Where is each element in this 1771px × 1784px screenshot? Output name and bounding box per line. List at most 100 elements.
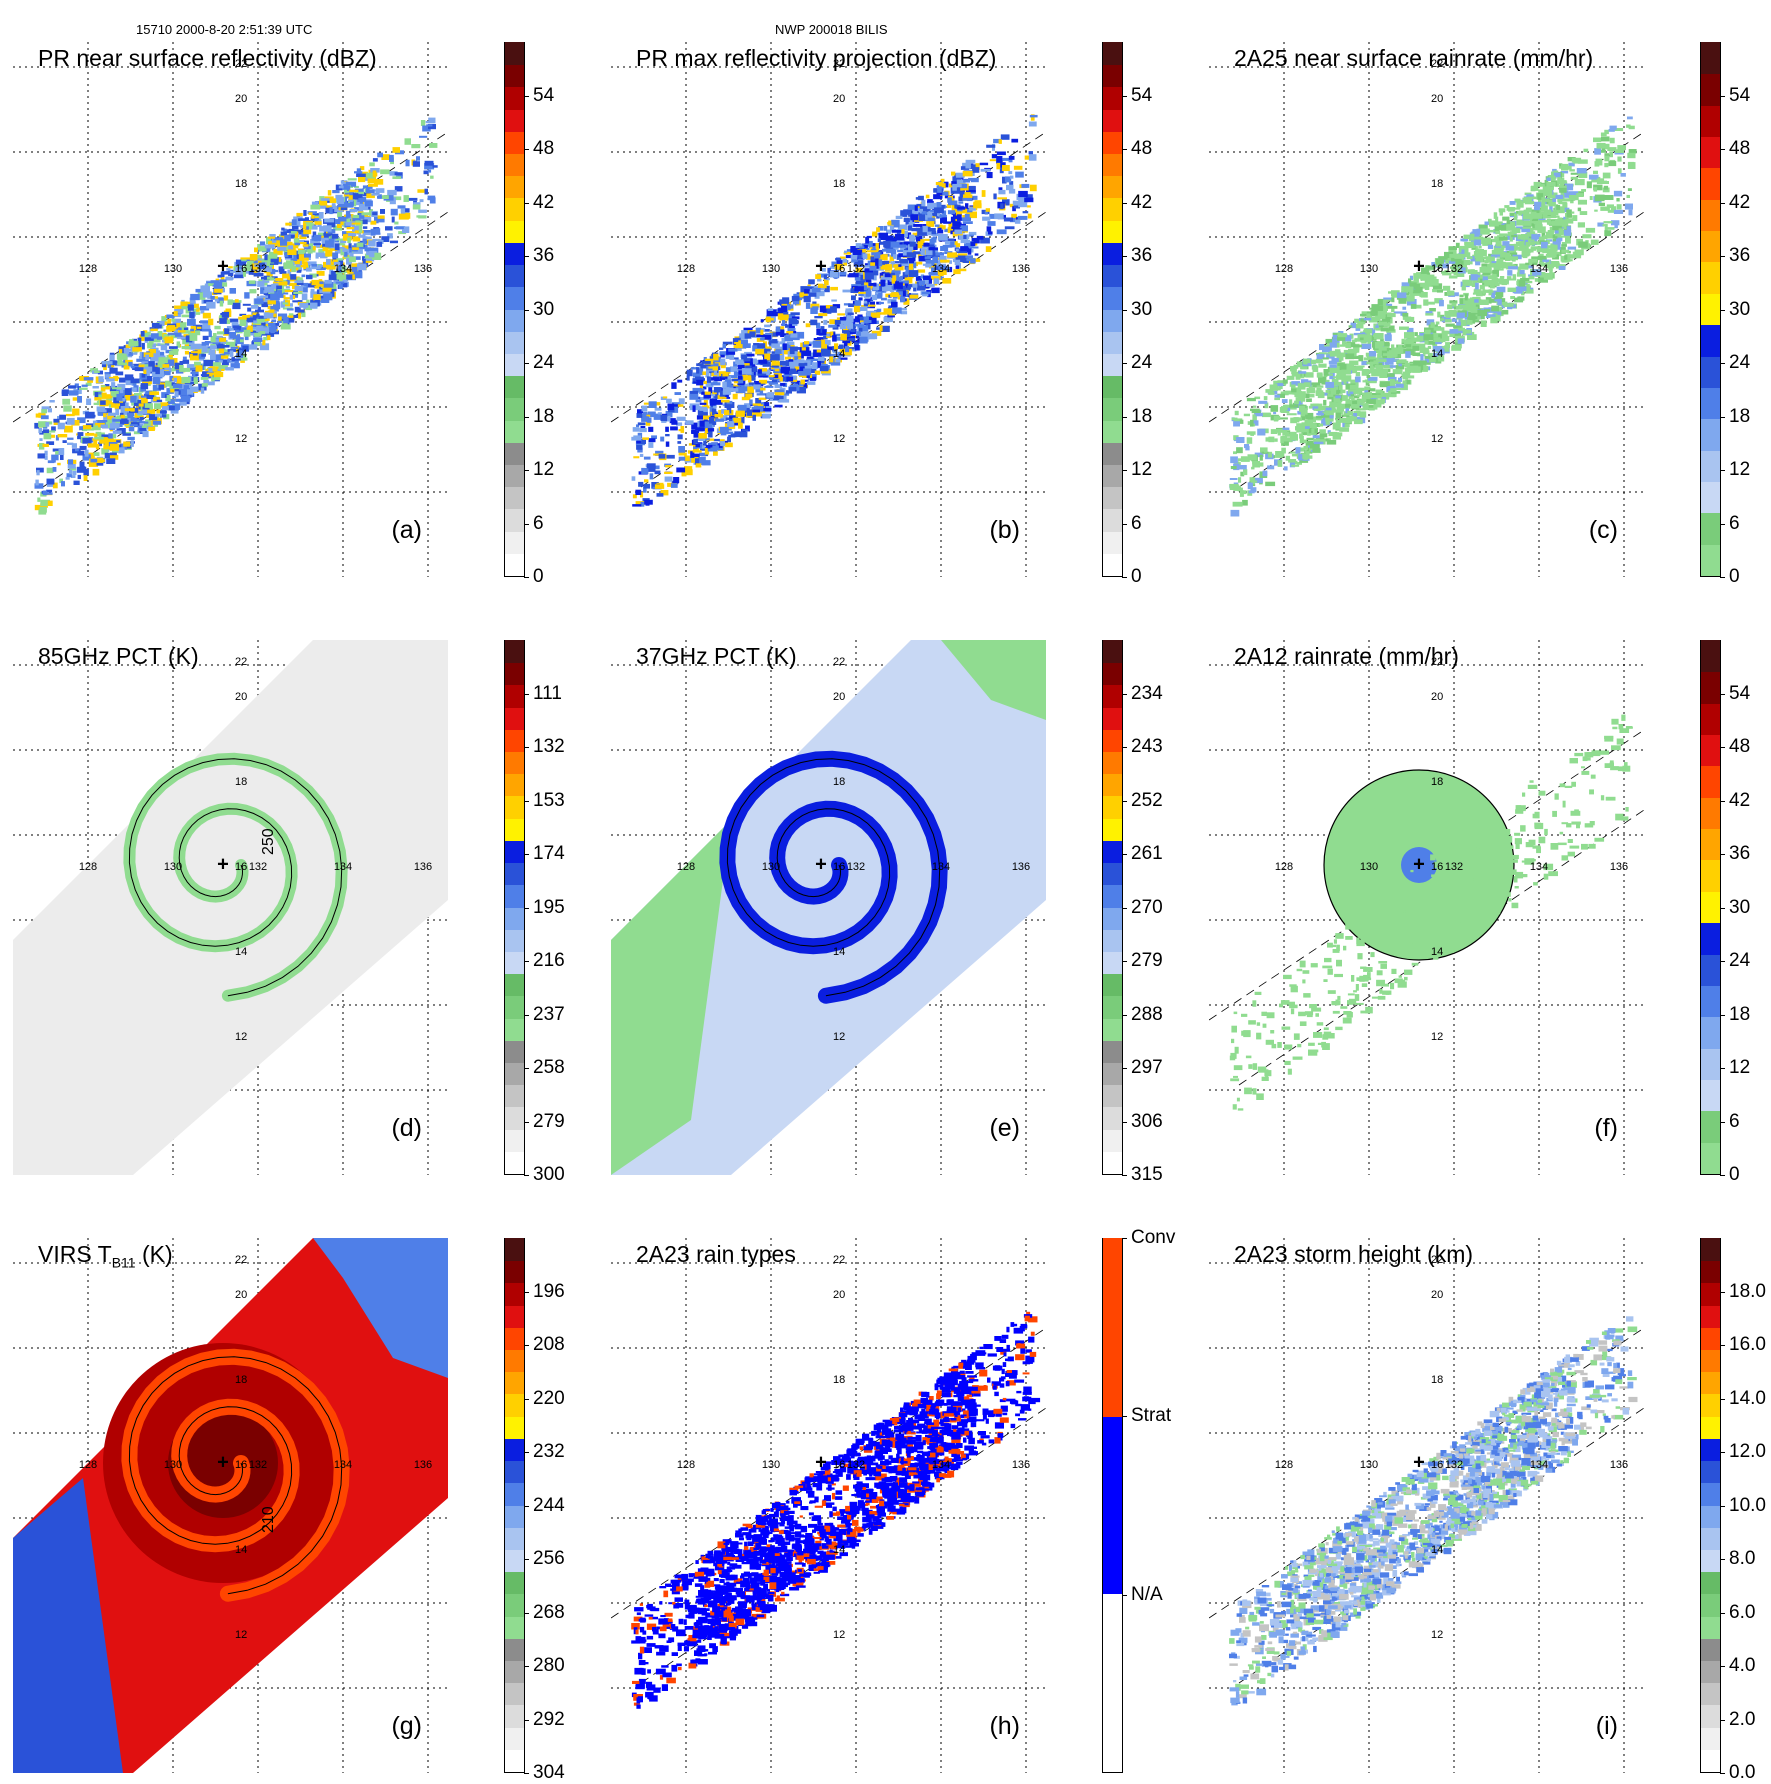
data-cell <box>232 302 240 309</box>
data-cell <box>745 333 752 338</box>
data-cell <box>1024 198 1033 203</box>
data-cell <box>289 283 297 286</box>
data-cell <box>393 147 401 153</box>
data-cell <box>219 338 226 342</box>
colorbar-segment <box>1103 464 1122 487</box>
data-cell <box>997 152 1006 156</box>
data-cell <box>953 269 960 274</box>
data-cell <box>812 306 818 310</box>
data-cell <box>130 424 138 426</box>
data-cell <box>363 230 371 233</box>
data-cell <box>59 415 66 420</box>
data-cell <box>790 333 797 337</box>
data-cell <box>145 403 153 408</box>
colorbar-segment <box>505 553 524 576</box>
data-cell <box>1427 363 1431 365</box>
data-cell <box>250 254 258 261</box>
data-cell <box>939 215 947 218</box>
data-cell <box>332 190 339 193</box>
data-cell <box>80 462 85 468</box>
data-cell <box>157 400 162 402</box>
data-cell <box>820 366 829 371</box>
data-cell <box>139 404 144 407</box>
data-cell <box>329 274 338 280</box>
panel-letter: (a) <box>391 516 422 545</box>
data-cell <box>1370 310 1377 315</box>
data-cell <box>306 268 312 272</box>
colorbar-segment <box>1103 531 1122 554</box>
colorbar-tick-label: 12 <box>1131 459 1152 481</box>
data-cell <box>63 440 67 443</box>
data-cell <box>372 212 377 215</box>
data-cell <box>678 446 685 453</box>
data-cell <box>725 443 733 448</box>
data-cell <box>884 261 890 264</box>
data-cell <box>347 203 354 208</box>
data-cell <box>904 218 910 222</box>
data-cell <box>84 475 88 481</box>
data-cell <box>1584 149 1589 152</box>
data-cell <box>982 217 990 221</box>
data-cell <box>106 458 115 464</box>
data-cell <box>1319 429 1326 433</box>
data-cell <box>1507 276 1512 279</box>
data-cell <box>378 215 385 218</box>
data-cell <box>1010 176 1014 179</box>
data-cell <box>125 408 135 411</box>
data-cell <box>972 167 979 173</box>
data-cell <box>166 326 172 332</box>
data-cell <box>179 388 185 390</box>
data-cell <box>405 138 412 145</box>
data-cell <box>190 294 200 300</box>
data-cell <box>210 345 216 349</box>
data-cell <box>774 405 782 408</box>
data-cell <box>149 391 159 395</box>
data-cell <box>43 444 49 447</box>
data-cell <box>780 377 783 382</box>
data-cell <box>837 313 845 315</box>
data-cell <box>1257 429 1265 436</box>
colorbar-segment <box>1103 508 1122 531</box>
data-cell <box>1247 431 1256 435</box>
data-cell <box>1275 395 1281 398</box>
data-cell <box>677 380 682 383</box>
data-cell <box>159 357 168 363</box>
data-cell <box>133 417 137 423</box>
data-cell <box>197 327 201 329</box>
data-cell <box>107 361 113 364</box>
data-cell <box>762 414 771 419</box>
data-cell <box>1467 334 1477 340</box>
data-cell <box>1404 332 1414 339</box>
data-cell <box>882 254 888 260</box>
data-cell <box>310 205 320 210</box>
data-cell <box>1571 177 1578 180</box>
data-cell <box>693 450 702 452</box>
data-cell <box>666 399 672 403</box>
data-cell <box>927 212 932 219</box>
data-cell <box>260 331 265 334</box>
data-cell <box>711 377 720 380</box>
data-cell <box>175 391 179 397</box>
data-cell <box>771 343 780 348</box>
data-cell <box>772 380 777 382</box>
data-cell <box>254 298 263 304</box>
data-cell <box>131 379 140 384</box>
data-cell <box>380 169 390 174</box>
data-cell <box>337 224 342 228</box>
data-cell <box>1337 432 1342 436</box>
data-cell <box>148 427 155 431</box>
data-cell <box>330 198 336 203</box>
data-cell <box>187 389 193 394</box>
data-cell <box>884 319 891 322</box>
data-cell <box>1594 210 1598 212</box>
data-cell <box>1011 139 1018 143</box>
data-cell <box>94 403 99 405</box>
data-cell <box>298 218 306 221</box>
data-cell <box>142 409 147 414</box>
data-cell <box>43 491 47 496</box>
data-cell <box>772 366 779 368</box>
data-cell <box>714 387 722 393</box>
data-cell <box>369 162 375 166</box>
data-cell <box>281 228 284 231</box>
data-cell <box>735 359 743 364</box>
